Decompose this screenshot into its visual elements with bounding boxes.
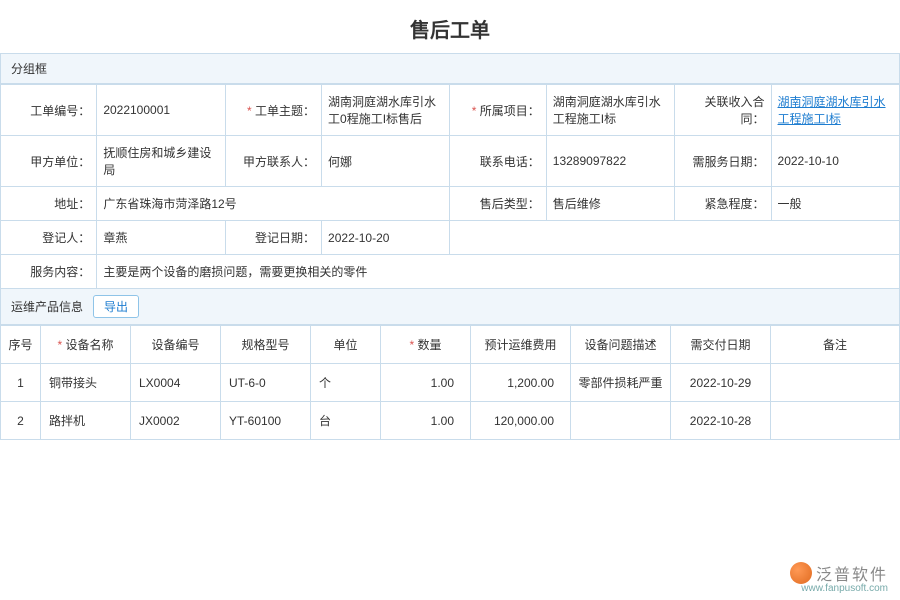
cell-remark xyxy=(771,364,900,402)
value-registrant: 章燕 xyxy=(97,221,225,255)
brand-url: www.fanpusoft.com xyxy=(790,583,888,594)
cell-cost: 1,200.00 xyxy=(471,364,571,402)
cell-spec: UT-6-0 xyxy=(221,364,311,402)
export-button[interactable]: 导出 xyxy=(93,295,139,318)
th-name: 设备名称 xyxy=(41,326,131,364)
value-urgency: 一般 xyxy=(771,187,899,221)
label-subject: 工单主题： xyxy=(225,85,321,136)
table-row: 2路拌机JX0002YT-60100台1.00120,000.00 2022-10… xyxy=(1,402,900,440)
label-phone: 联系电话： xyxy=(450,136,546,187)
label-project: 所属项目： xyxy=(450,85,546,136)
cell-unit: 台 xyxy=(311,402,381,440)
th-qty: 数量 xyxy=(381,326,471,364)
value-party: 抚顺住房和城乡建设局 xyxy=(97,136,225,187)
cell-qty: 1.00 xyxy=(381,364,471,402)
form-table: 工单编号： 2022100001 工单主题： 湖南洞庭湖水库引水工0程施工I标售… xyxy=(0,84,900,289)
cell-remark xyxy=(771,402,900,440)
label-type: 售后类型： xyxy=(450,187,546,221)
brand-text: 泛普软件 xyxy=(816,561,888,585)
label-contact: 甲方联系人： xyxy=(225,136,321,187)
value-phone: 13289097822 xyxy=(546,136,674,187)
cell-desc xyxy=(571,402,671,440)
cell-spec: YT-60100 xyxy=(221,402,311,440)
th-cost: 预计运维费用 xyxy=(471,326,571,364)
value-contact: 何娜 xyxy=(322,136,450,187)
th-spec: 规格型号 xyxy=(221,326,311,364)
cell-seq: 1 xyxy=(1,364,41,402)
cell-deliver: 2022-10-29 xyxy=(671,364,771,402)
th-code: 设备编号 xyxy=(131,326,221,364)
value-type: 售后维修 xyxy=(546,187,674,221)
cell-seq: 2 xyxy=(1,402,41,440)
label-contract: 关联收入合同： xyxy=(675,85,771,136)
brand-icon xyxy=(790,562,812,584)
value-reg-date: 2022-10-20 xyxy=(322,221,450,255)
label-registrant: 登记人： xyxy=(1,221,97,255)
value-service-date: 2022-10-10 xyxy=(771,136,899,187)
cell-code: JX0002 xyxy=(131,402,221,440)
value-addr: 广东省珠海市菏泽路12号 xyxy=(97,187,450,221)
value-project: 湖南洞庭湖水库引水工程施工I标 xyxy=(546,85,674,136)
value-subject: 湖南洞庭湖水库引水工0程施工I标售后 xyxy=(322,85,450,136)
link-contract[interactable]: 湖南洞庭湖水库引水工程施工I标 xyxy=(778,95,886,126)
label-reg-date: 登记日期： xyxy=(225,221,321,255)
cell-desc: 零部件损耗严重 xyxy=(571,364,671,402)
cell-name: 铜带接头 xyxy=(41,364,131,402)
page-title: 售后工单 xyxy=(0,0,900,53)
label-order-no: 工单编号： xyxy=(1,85,97,136)
cell-qty: 1.00 xyxy=(381,402,471,440)
cell-cost: 120,000.00 xyxy=(471,402,571,440)
product-table: 序号 设备名称 设备编号 规格型号 单位 数量 预计运维费用 设备问题描述 需交… xyxy=(0,325,900,440)
label-urgency: 紧急程度： xyxy=(675,187,771,221)
th-deliver: 需交付日期 xyxy=(671,326,771,364)
th-remark: 备注 xyxy=(771,326,900,364)
label-content: 服务内容： xyxy=(1,255,97,289)
product-section-title: 运维产品信息 xyxy=(11,298,83,315)
th-seq: 序号 xyxy=(1,326,41,364)
cell-deliver: 2022-10-28 xyxy=(671,402,771,440)
label-service-date: 需服务日期： xyxy=(675,136,771,187)
label-addr: 地址： xyxy=(1,187,97,221)
cell-unit: 个 xyxy=(311,364,381,402)
value-content: 主要是两个设备的磨损问题，需要更换相关的零件 xyxy=(97,255,900,289)
th-desc: 设备问题描述 xyxy=(571,326,671,364)
footer-logo: 泛普软件 www.fanpusoft.com xyxy=(790,561,888,594)
cell-code: LX0004 xyxy=(131,364,221,402)
cell-name: 路拌机 xyxy=(41,402,131,440)
table-row: 1铜带接头LX0004UT-6-0个1.001,200.00零部件损耗严重202… xyxy=(1,364,900,402)
label-party: 甲方单位： xyxy=(1,136,97,187)
group-section-header: 分组框 xyxy=(0,53,900,84)
value-order-no: 2022100001 xyxy=(97,85,225,136)
empty-cell xyxy=(450,221,900,255)
th-unit: 单位 xyxy=(311,326,381,364)
product-section-header: 运维产品信息 导出 xyxy=(0,289,900,325)
